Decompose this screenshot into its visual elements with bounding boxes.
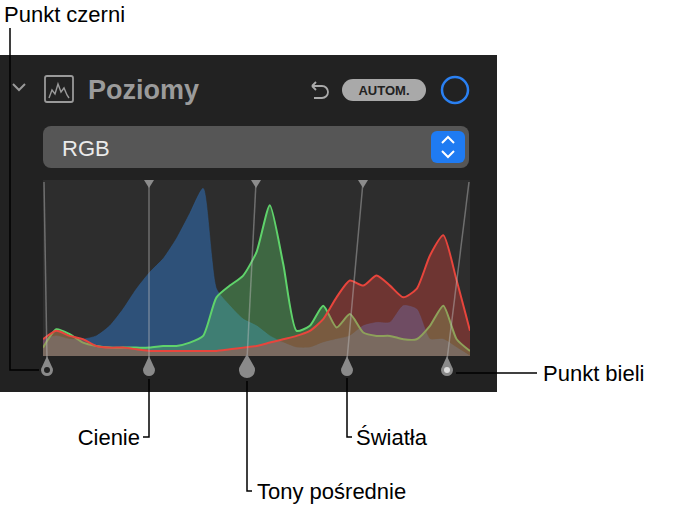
svg-text:Poziomy: Poziomy — [88, 75, 199, 105]
svg-text:AUTOM.: AUTOM. — [358, 83, 409, 98]
svg-text:Tony pośrednie: Tony pośrednie — [257, 479, 406, 504]
svg-text:Punkt bieli: Punkt bieli — [543, 361, 645, 386]
svg-text:RGB: RGB — [62, 136, 110, 161]
svg-text:Punkt czerni: Punkt czerni — [4, 2, 125, 27]
svg-text:Cienie: Cienie — [78, 425, 140, 450]
svg-text:Światła: Światła — [356, 425, 428, 450]
